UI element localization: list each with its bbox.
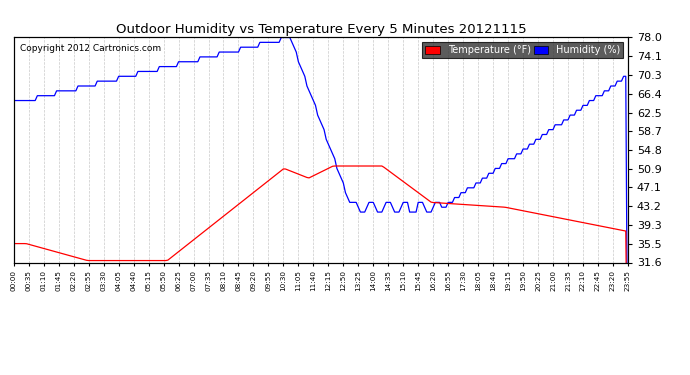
- Title: Outdoor Humidity vs Temperature Every 5 Minutes 20121115: Outdoor Humidity vs Temperature Every 5 …: [115, 23, 526, 36]
- Text: Copyright 2012 Cartronics.com: Copyright 2012 Cartronics.com: [20, 44, 161, 53]
- Legend: Temperature (°F), Humidity (%): Temperature (°F), Humidity (%): [422, 42, 623, 58]
